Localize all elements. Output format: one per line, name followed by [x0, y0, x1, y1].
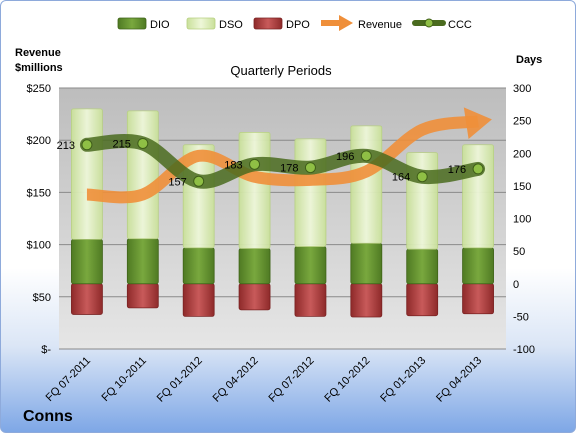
x-tick-label: FQ 01-2012 — [155, 355, 205, 405]
right-tick-label: 200 — [513, 148, 531, 160]
dio-bar — [238, 248, 271, 285]
dio-bar — [294, 246, 327, 285]
ccc-data-label: 196 — [336, 151, 354, 163]
ccc-data-label: 178 — [280, 163, 298, 175]
ccc-point — [304, 162, 316, 174]
left-axis-ticks: $- $50 $100 $150 $200 $250 — [27, 83, 52, 356]
chart-title: Quarterly Periods — [230, 63, 332, 78]
dpo-bar — [126, 283, 159, 309]
ccc-line — [79, 134, 486, 189]
company-name: Conns — [23, 408, 73, 425]
legend-label: CCC — [448, 19, 472, 31]
left-axis-label-line1: Revenue — [15, 47, 61, 59]
ccc-data-label: 176 — [448, 164, 466, 176]
dso-bar — [238, 131, 271, 249]
ccc-data-label: 215 — [112, 138, 130, 150]
legend-item: DPO — [253, 17, 310, 31]
dpo-bar — [350, 283, 383, 318]
dio-bar — [462, 247, 494, 285]
dso-bar — [350, 125, 383, 244]
dpo-bar — [182, 283, 215, 317]
dpo-bar — [238, 283, 271, 311]
left-tick-label: $100 — [27, 240, 51, 252]
right-tick-label: 300 — [513, 83, 531, 95]
right-axis-label: Days — [516, 54, 542, 66]
x-tick-label: FQ 04-2013 — [434, 355, 484, 405]
right-tick-label: 0 — [513, 279, 519, 291]
revenue-line — [86, 107, 492, 204]
legend-label: Revenue — [358, 19, 402, 31]
ccc-point — [81, 139, 93, 151]
dio-bar — [182, 247, 215, 285]
x-tick-label: FQ 07-2011 — [44, 355, 93, 404]
dpo-bar — [462, 283, 494, 315]
left-axis-label-line2: $millions — [15, 62, 63, 74]
left-tick-label: $- — [41, 344, 51, 356]
dio-bar — [406, 248, 439, 285]
ccc-point — [360, 150, 372, 162]
ccc-data-label: 213 — [57, 140, 75, 152]
x-tick-label: FQ 10-2011 — [100, 355, 149, 404]
x-axis-ticks: FQ 07-2011 FQ 10-2011 FQ 01-2012 FQ 04-2012… — [44, 355, 485, 405]
ccc-data-label: 183 — [224, 159, 242, 171]
legend-swatch-arrowhead — [339, 15, 353, 31]
dio-bar — [350, 242, 383, 285]
legend-swatch — [253, 17, 283, 30]
legend-label: DIO — [150, 19, 170, 31]
legend-item: Revenue — [321, 15, 402, 31]
left-tick-label: $150 — [27, 187, 51, 199]
right-tick-label: -50 — [513, 311, 529, 323]
dso-bar — [294, 138, 327, 247]
legend-label: DSO — [219, 19, 243, 31]
x-tick-label: FQ 01-2013 — [378, 355, 428, 405]
dio-bar — [126, 238, 159, 285]
dso-bar — [71, 108, 103, 240]
legend-item: DSO — [186, 17, 243, 31]
revenue-series-line — [86, 115, 479, 204]
right-axis-ticks: -100 -50 0 50 100 150 200 250 300 — [513, 83, 535, 356]
ccc-point — [416, 171, 428, 183]
legend-swatch-marker — [424, 18, 434, 28]
dio-bar — [71, 238, 103, 285]
ccc-data-label: 164 — [392, 172, 410, 184]
right-tick-label: -100 — [513, 344, 535, 356]
left-tick-label: $200 — [27, 135, 51, 147]
ccc-labels: 213 215 157 183 178 196 164 176 — [57, 138, 466, 188]
legend-item: CCC — [412, 18, 472, 31]
revenue-arrowhead — [463, 107, 492, 140]
left-tick-label: $250 — [27, 83, 51, 95]
ccc-series-line — [79, 134, 486, 189]
ccc-point — [249, 158, 261, 170]
dso-bar — [126, 110, 159, 240]
ccc-point — [193, 175, 205, 187]
dpo-bar — [294, 283, 327, 317]
legend-swatch — [117, 17, 147, 30]
dpo-bars — [71, 283, 494, 318]
legend-swatch — [186, 17, 216, 30]
ccc-point — [472, 163, 484, 175]
dpo-bar — [406, 283, 439, 317]
right-tick-label: 150 — [513, 181, 531, 193]
legend-label: DPO — [286, 19, 310, 31]
x-tick-label: FQ 07-2012 — [267, 355, 317, 405]
legend: DIO DSO DPO Revenue CCC — [117, 15, 472, 31]
right-tick-label: 100 — [513, 214, 531, 226]
right-tick-label: 250 — [513, 116, 531, 128]
right-tick-label: 50 — [513, 246, 525, 258]
left-tick-label: $50 — [33, 292, 51, 304]
x-tick-label: FQ 10-2012 — [322, 355, 372, 405]
legend-item: DIO — [117, 17, 170, 31]
dio-bars — [71, 238, 494, 285]
dpo-bar — [71, 283, 103, 315]
ccc-data-label: 157 — [168, 176, 186, 188]
ccc-point — [137, 137, 149, 149]
dso-bar — [462, 144, 494, 249]
x-tick-label: FQ 04-2012 — [211, 355, 261, 405]
